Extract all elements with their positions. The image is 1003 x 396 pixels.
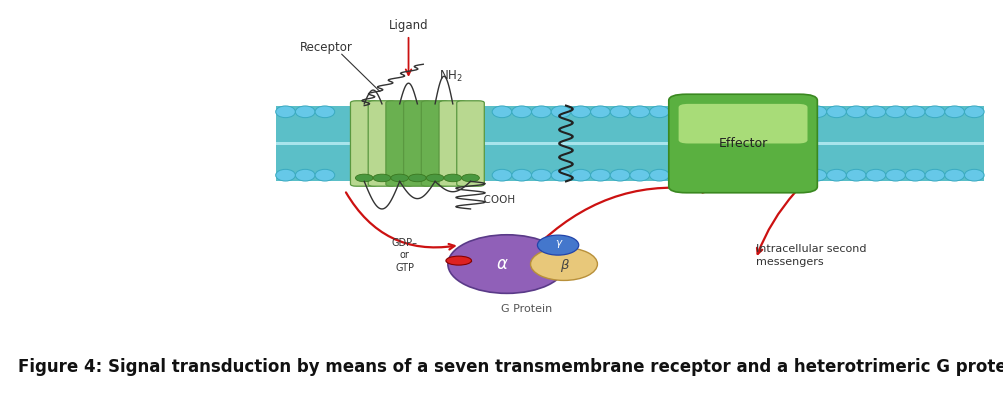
Text: – COOH: – COOH — [475, 195, 516, 206]
Ellipse shape — [885, 169, 905, 181]
Ellipse shape — [866, 169, 885, 181]
Ellipse shape — [590, 169, 610, 181]
Text: Intracellular second
messengers: Intracellular second messengers — [755, 244, 866, 267]
Ellipse shape — [491, 106, 512, 118]
Ellipse shape — [590, 106, 610, 118]
FancyBboxPatch shape — [385, 101, 413, 186]
Ellipse shape — [491, 169, 512, 181]
Ellipse shape — [629, 106, 649, 118]
Ellipse shape — [747, 169, 767, 181]
Ellipse shape — [355, 174, 373, 182]
Ellipse shape — [531, 169, 551, 181]
Ellipse shape — [727, 169, 747, 181]
Ellipse shape — [551, 106, 571, 118]
Ellipse shape — [964, 106, 983, 118]
FancyBboxPatch shape — [368, 101, 395, 186]
Ellipse shape — [767, 169, 786, 181]
Text: Figure 4: Signal transduction by means of a seven transmembrane receptor and a h: Figure 4: Signal transduction by means o… — [18, 358, 1003, 376]
Ellipse shape — [669, 169, 688, 181]
FancyBboxPatch shape — [678, 104, 806, 143]
FancyBboxPatch shape — [668, 94, 816, 193]
Ellipse shape — [806, 169, 825, 181]
Ellipse shape — [610, 169, 629, 181]
Ellipse shape — [571, 106, 590, 118]
Ellipse shape — [786, 106, 806, 118]
FancyBboxPatch shape — [438, 101, 466, 186]
Text: Ligand: Ligand — [388, 19, 428, 32]
Ellipse shape — [390, 174, 408, 182]
Ellipse shape — [443, 174, 461, 182]
Ellipse shape — [786, 169, 806, 181]
Ellipse shape — [767, 106, 786, 118]
Ellipse shape — [629, 169, 649, 181]
Ellipse shape — [531, 106, 551, 118]
FancyBboxPatch shape — [456, 101, 483, 186]
Circle shape — [445, 256, 471, 265]
Ellipse shape — [924, 106, 944, 118]
Ellipse shape — [315, 169, 334, 181]
Ellipse shape — [885, 106, 905, 118]
Ellipse shape — [806, 106, 825, 118]
Ellipse shape — [295, 106, 315, 118]
Ellipse shape — [512, 169, 531, 181]
Ellipse shape — [447, 235, 566, 293]
Ellipse shape — [688, 169, 708, 181]
Text: NH$_2$: NH$_2$ — [438, 69, 462, 84]
Ellipse shape — [512, 106, 531, 118]
Ellipse shape — [825, 106, 846, 118]
Ellipse shape — [866, 106, 885, 118]
Ellipse shape — [530, 248, 597, 280]
Text: γ: γ — [555, 238, 561, 248]
Ellipse shape — [708, 169, 727, 181]
Text: G Protein: G Protein — [500, 304, 552, 314]
Ellipse shape — [905, 169, 924, 181]
Ellipse shape — [846, 106, 866, 118]
Ellipse shape — [944, 106, 964, 118]
Ellipse shape — [688, 106, 708, 118]
Text: β: β — [560, 259, 568, 272]
Ellipse shape — [610, 106, 629, 118]
Ellipse shape — [964, 169, 983, 181]
Ellipse shape — [825, 169, 846, 181]
Ellipse shape — [461, 174, 478, 182]
FancyBboxPatch shape — [403, 101, 430, 186]
Ellipse shape — [649, 169, 669, 181]
Text: α: α — [496, 255, 507, 273]
Ellipse shape — [924, 169, 944, 181]
FancyBboxPatch shape — [276, 142, 983, 145]
Ellipse shape — [649, 106, 669, 118]
Ellipse shape — [373, 174, 390, 182]
Ellipse shape — [426, 174, 443, 182]
Ellipse shape — [537, 235, 578, 255]
Ellipse shape — [846, 169, 866, 181]
Ellipse shape — [944, 169, 964, 181]
Ellipse shape — [276, 106, 295, 118]
Ellipse shape — [905, 106, 924, 118]
FancyBboxPatch shape — [276, 106, 983, 181]
Ellipse shape — [727, 106, 747, 118]
Ellipse shape — [295, 169, 315, 181]
Text: Effector: Effector — [718, 137, 767, 150]
Ellipse shape — [315, 106, 334, 118]
Ellipse shape — [408, 174, 426, 182]
Text: Receptor: Receptor — [300, 40, 353, 53]
Ellipse shape — [276, 169, 295, 181]
Text: GDP–
or
GTP: GDP– or GTP — [391, 238, 417, 273]
Ellipse shape — [747, 106, 767, 118]
Ellipse shape — [571, 169, 590, 181]
FancyBboxPatch shape — [421, 101, 448, 186]
FancyBboxPatch shape — [350, 101, 378, 186]
Ellipse shape — [708, 106, 727, 118]
Ellipse shape — [669, 106, 688, 118]
Ellipse shape — [551, 169, 571, 181]
